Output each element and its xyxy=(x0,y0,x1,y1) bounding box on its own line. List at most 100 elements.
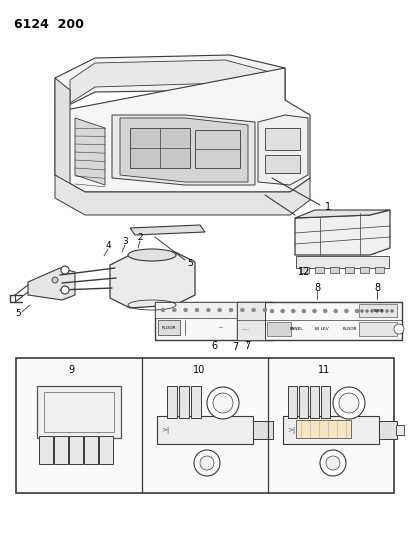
Bar xyxy=(155,302,273,318)
Bar xyxy=(69,436,83,464)
Bar xyxy=(158,320,180,335)
Bar xyxy=(99,436,113,464)
Text: 12: 12 xyxy=(298,267,310,277)
Text: ___: ___ xyxy=(241,326,249,330)
Text: FLOOR: FLOOR xyxy=(162,326,176,330)
Circle shape xyxy=(270,309,274,313)
Text: PANEL: PANEL xyxy=(290,327,304,331)
Circle shape xyxy=(366,310,368,312)
Text: ~: ~ xyxy=(217,325,223,331)
Text: 10: 10 xyxy=(193,365,205,375)
Circle shape xyxy=(61,266,69,274)
Circle shape xyxy=(172,308,176,312)
Polygon shape xyxy=(55,68,310,192)
Circle shape xyxy=(291,309,295,313)
Circle shape xyxy=(355,309,359,313)
Text: 3: 3 xyxy=(122,238,128,246)
Bar xyxy=(157,416,253,444)
Circle shape xyxy=(344,309,348,313)
Circle shape xyxy=(281,309,285,313)
Text: 4: 4 xyxy=(105,241,111,251)
Bar xyxy=(283,416,379,444)
Circle shape xyxy=(302,309,306,313)
Circle shape xyxy=(375,310,379,312)
Bar xyxy=(155,302,273,340)
Bar xyxy=(360,267,369,273)
Text: 7: 7 xyxy=(244,341,250,351)
Text: >|: >| xyxy=(287,426,295,433)
Polygon shape xyxy=(28,268,75,300)
Circle shape xyxy=(370,310,373,312)
Bar xyxy=(37,386,121,438)
Text: 8: 8 xyxy=(314,283,320,293)
Bar xyxy=(321,386,330,418)
Polygon shape xyxy=(55,78,70,185)
Text: 8: 8 xyxy=(374,283,380,293)
Bar xyxy=(267,322,291,336)
Text: 1: 1 xyxy=(325,202,331,212)
Bar xyxy=(345,267,354,273)
Bar xyxy=(288,386,297,418)
Bar xyxy=(54,436,68,464)
Text: 6124  200: 6124 200 xyxy=(14,18,84,31)
Bar xyxy=(396,425,404,435)
Text: 2: 2 xyxy=(137,233,143,243)
Text: 6: 6 xyxy=(211,341,217,351)
Bar xyxy=(315,267,324,273)
Bar xyxy=(330,267,339,273)
Bar xyxy=(310,386,319,418)
Circle shape xyxy=(229,308,233,312)
Polygon shape xyxy=(130,225,205,235)
Circle shape xyxy=(213,393,233,413)
Circle shape xyxy=(361,310,364,312)
Circle shape xyxy=(333,387,365,419)
Circle shape xyxy=(263,308,267,312)
Polygon shape xyxy=(112,115,255,185)
Circle shape xyxy=(320,450,346,476)
Circle shape xyxy=(200,456,214,470)
Bar xyxy=(167,386,177,418)
Circle shape xyxy=(61,286,69,294)
Bar xyxy=(16,358,394,493)
Circle shape xyxy=(390,310,393,312)
Text: 11: 11 xyxy=(318,365,330,375)
Bar xyxy=(44,392,114,432)
Circle shape xyxy=(394,324,404,334)
Circle shape xyxy=(381,310,384,312)
Bar xyxy=(375,267,384,273)
Circle shape xyxy=(194,450,220,476)
Circle shape xyxy=(334,309,338,313)
Circle shape xyxy=(386,310,388,312)
Text: 5: 5 xyxy=(187,260,193,269)
Circle shape xyxy=(217,308,222,312)
Text: BI LEV: BI LEV xyxy=(315,327,329,331)
Bar xyxy=(379,421,397,439)
Text: 5: 5 xyxy=(15,309,21,318)
Text: TEMP: TEMP xyxy=(373,309,384,313)
Circle shape xyxy=(206,308,211,312)
Bar xyxy=(265,128,300,150)
Bar xyxy=(130,128,190,168)
Bar xyxy=(253,421,273,439)
Bar xyxy=(237,302,402,340)
Bar xyxy=(191,386,201,418)
Polygon shape xyxy=(55,55,285,112)
Bar xyxy=(179,386,189,418)
Circle shape xyxy=(195,308,199,312)
Circle shape xyxy=(240,308,244,312)
Polygon shape xyxy=(258,115,308,185)
Polygon shape xyxy=(75,118,105,185)
Circle shape xyxy=(313,309,317,313)
Polygon shape xyxy=(295,210,390,255)
Circle shape xyxy=(161,308,165,312)
Circle shape xyxy=(252,308,256,312)
Text: FLOOR: FLOOR xyxy=(343,327,357,331)
Ellipse shape xyxy=(128,249,176,261)
Circle shape xyxy=(207,387,239,419)
Bar xyxy=(359,322,397,336)
Bar xyxy=(359,304,397,317)
Polygon shape xyxy=(120,118,248,182)
Bar xyxy=(265,155,300,173)
Bar xyxy=(299,386,308,418)
Bar xyxy=(84,436,98,464)
